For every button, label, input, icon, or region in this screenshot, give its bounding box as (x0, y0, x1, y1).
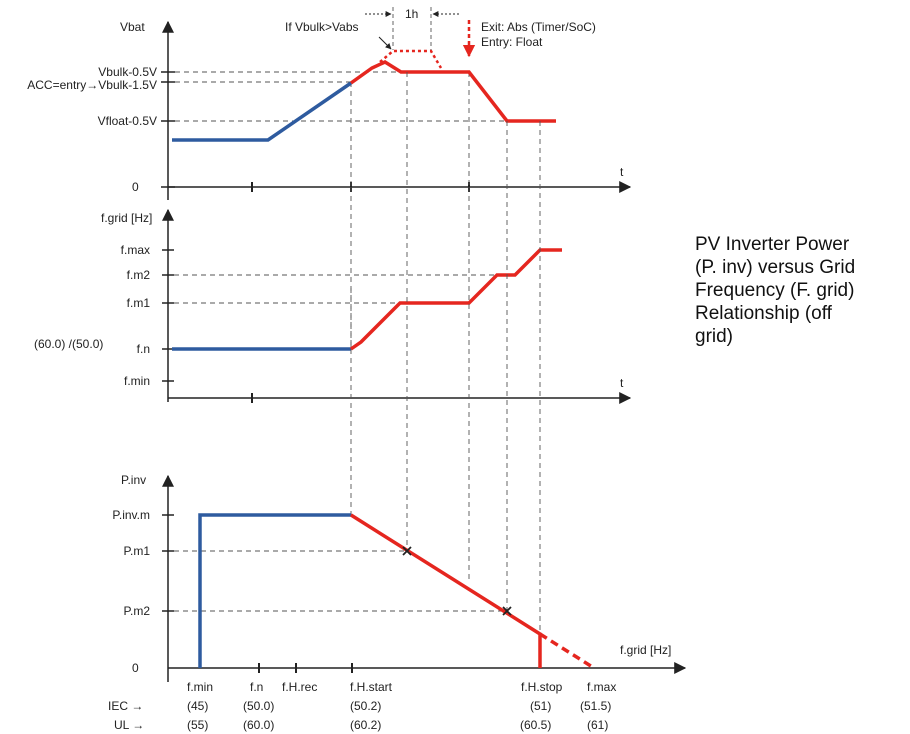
pinv-curve-red (350, 513, 542, 668)
fmin-tick-label: f.min (124, 374, 150, 388)
pinvm-tick-label: P.inv.m (112, 508, 150, 522)
mid-y-axis-label: f.grid [Hz] (101, 211, 152, 225)
fn-tick-label: f.n (137, 342, 150, 356)
middle-panel: f.grid [Hz] t f.max f.m2 f.m1 f.n f.min … (34, 208, 632, 404)
iec-fmax: (51.5) (580, 699, 611, 713)
ul-fmin: (55) (187, 718, 208, 732)
entry-annotation: Entry: Float (481, 35, 543, 49)
pm1-tick-label: P.m1 (124, 544, 151, 558)
if-vbulk-annotation: If Vbulk>Vabs (285, 20, 359, 34)
pm2-tick-label: P.m2 (124, 604, 151, 618)
bottom-zero-label: 0 (132, 661, 139, 675)
bottom-y-axis-label: P.inv (121, 473, 146, 487)
fm1-tick-label: f.m1 (127, 296, 151, 310)
pinv-curve-blue (198, 513, 351, 668)
vfloat-tick-label: Vfloat-0.5V (98, 114, 157, 128)
ul-fmax: (61) (587, 718, 608, 732)
duration-label: 1h (405, 7, 418, 21)
x-label-fhrec: f.H.rec (282, 680, 317, 694)
vbulk-tick-label: Vbulk-0.5V (98, 65, 157, 79)
iec-row-label: IEC → (108, 699, 143, 713)
x-label-fmax: f.max (587, 680, 616, 694)
top-guide-lines (175, 71, 540, 187)
vabs-dotted-path (379, 49, 443, 69)
top-x-axis-label: t (620, 165, 624, 179)
bottom-x-ticks (258, 663, 353, 673)
mid-guide-lines (174, 274, 500, 349)
fmax-tick-label: f.max (121, 243, 150, 257)
iec-fmin: (45) (187, 699, 208, 713)
bottom-x-axis-label: f.grid [Hz] (620, 643, 671, 657)
x-label-fhstart: f.H.start (350, 680, 393, 694)
iec-fhstop: (51) (530, 699, 551, 713)
x-label-fhstop: f.H.stop (521, 680, 563, 694)
ul-fn: (60.0) (243, 718, 274, 732)
ul-fhstart: (60.2) (350, 718, 381, 732)
exit-annotation: Exit: Abs (Timer/SoC) (481, 20, 596, 34)
pm1-cross-marker (402, 546, 412, 556)
top-y-ticks (161, 71, 175, 188)
fgrid-curve-red (349, 248, 562, 351)
acc-tick-label: ACC=entry→Vbulk-1.5V (27, 78, 157, 92)
bottom-guide-lines (174, 550, 507, 612)
top-zero-label: 0 (132, 180, 139, 194)
top-panel: Vbat t Vbulk-0.5V ACC=entry→Vbulk-1.5V V… (27, 7, 632, 200)
x-label-fmin: f.min (187, 680, 213, 694)
x-label-fn: f.n (250, 680, 263, 694)
fm2-tick-label: f.m2 (127, 268, 151, 282)
ul-row-label: UL → (114, 718, 144, 732)
ul-fhstop: (60.5) (520, 718, 551, 732)
side-caption: PV Inverter Power (P. inv) versus Grid F… (695, 234, 856, 347)
bottom-panel: P.inv f.grid [Hz] P.inv.m P.m1 P.m2 0 (108, 473, 687, 732)
mid-x-axis-label: t (620, 376, 624, 390)
mid-y-ticks (162, 249, 174, 382)
fn-values-label: (60.0) /(50.0) (34, 337, 103, 351)
vbat-curve-red (349, 60, 556, 123)
top-y-axis-label: Vbat (120, 20, 145, 34)
iec-fhstart: (50.2) (350, 699, 381, 713)
if-vbulk-arrow (378, 36, 392, 50)
iec-fn: (50.0) (243, 699, 274, 713)
bottom-y-ticks (162, 514, 174, 612)
pinv-curve-red-dashed (539, 632, 595, 670)
pm2-cross-marker (502, 606, 512, 616)
vbat-curve-blue (172, 81, 352, 142)
cross-panel-guides (350, 72, 541, 634)
